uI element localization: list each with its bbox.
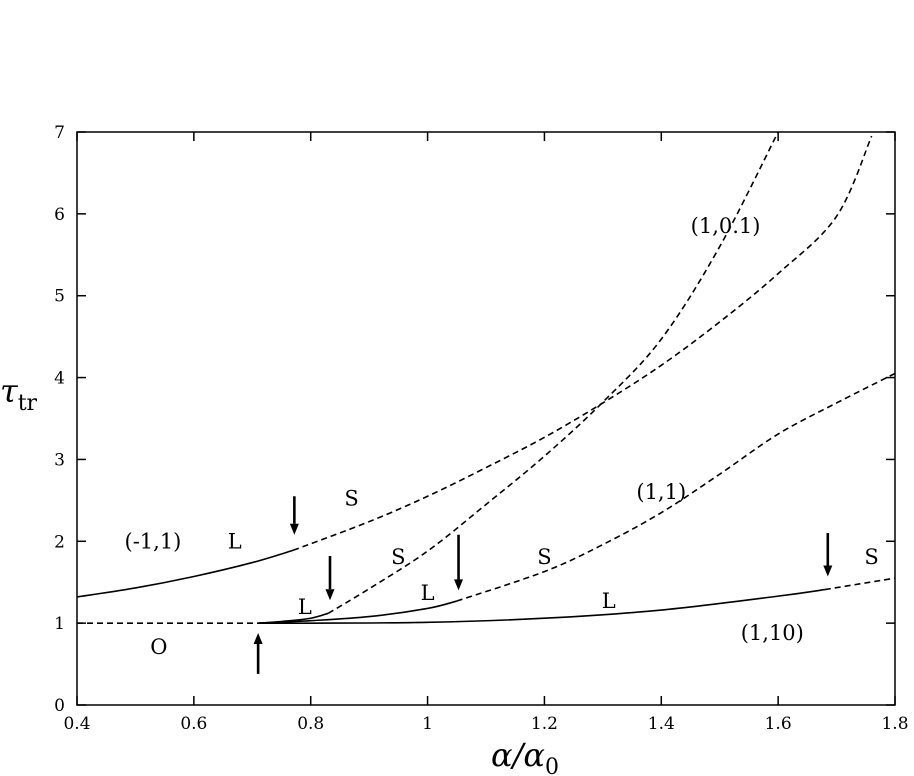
series-line-8	[824, 577, 895, 591]
y-axis-title: τtr	[0, 372, 38, 416]
annotation-layer: (-1,1) LSS(1,0.1)(1,1)S SLL L(1,10)O	[125, 214, 879, 659]
arrow-head-4	[253, 632, 263, 644]
x-axis-title-main: α/α	[491, 736, 545, 774]
y-axis-title-main: τ	[0, 372, 19, 410]
series-line-5	[258, 600, 457, 624]
annotation-label: O	[150, 635, 167, 659]
annotation-label: (1,0.1)	[691, 214, 761, 238]
y-tick-label: 4	[54, 369, 65, 389]
y-tick-label: 1	[54, 614, 65, 634]
annotation-label: L	[298, 595, 312, 619]
annotation-label: (-1,1)	[125, 529, 182, 553]
series-line-4	[327, 132, 779, 615]
annotation-label: L	[602, 589, 616, 613]
x-tick-label: 0.6	[180, 714, 207, 734]
x-tick-label: 0.4	[63, 714, 90, 734]
series-layer	[77, 132, 895, 625]
series-line-1	[292, 135, 873, 552]
arrow-head-0	[289, 523, 299, 535]
y-tick-label: 2	[54, 532, 65, 552]
x-tick-label: 1.6	[765, 714, 792, 734]
annotation-label: S	[344, 487, 358, 511]
x-tick-label: 1.2	[531, 714, 558, 734]
series-line-0	[77, 549, 294, 598]
x-tick-label: 0.8	[297, 714, 324, 734]
x-tick-label: 1	[422, 714, 433, 734]
x-tick-label: 1.8	[881, 714, 908, 734]
annotation-label: (1,1)	[636, 480, 686, 504]
plot-border	[76, 131, 896, 706]
annotation-label: S	[537, 545, 551, 569]
arrow-layer	[253, 496, 833, 674]
x-tick-label: 1.4	[648, 714, 675, 734]
annotation-label: S	[391, 545, 405, 569]
annotation-label: S	[864, 545, 878, 569]
x-axis-title: α/α0	[491, 736, 559, 776]
x-axis-title-sub: 0	[545, 755, 559, 776]
axis-ticks: 0.4 0.6 0.8 1 1.2 1.4 1.6 1.8 0 1 2 3 4 5 6 7	[54, 123, 908, 734]
arrow-head-1	[325, 589, 335, 601]
annotation-label: (1,10)	[741, 621, 804, 645]
annotation-label: L	[421, 581, 435, 605]
y-tick-label: 3	[54, 450, 65, 470]
series-line-6	[456, 372, 895, 602]
arrow-head-3	[823, 565, 833, 577]
plot-frame	[76, 131, 896, 706]
y-tick-label: 7	[54, 123, 65, 143]
y-axis-title-sub: tr	[18, 391, 38, 416]
series-line-7	[258, 588, 826, 625]
arrow-head-2	[454, 579, 464, 591]
y-tick-label: 5	[54, 287, 65, 307]
y-tick-label: 6	[54, 205, 65, 225]
y-tick-label: 0	[54, 696, 65, 716]
annotation-label: L	[228, 529, 242, 553]
